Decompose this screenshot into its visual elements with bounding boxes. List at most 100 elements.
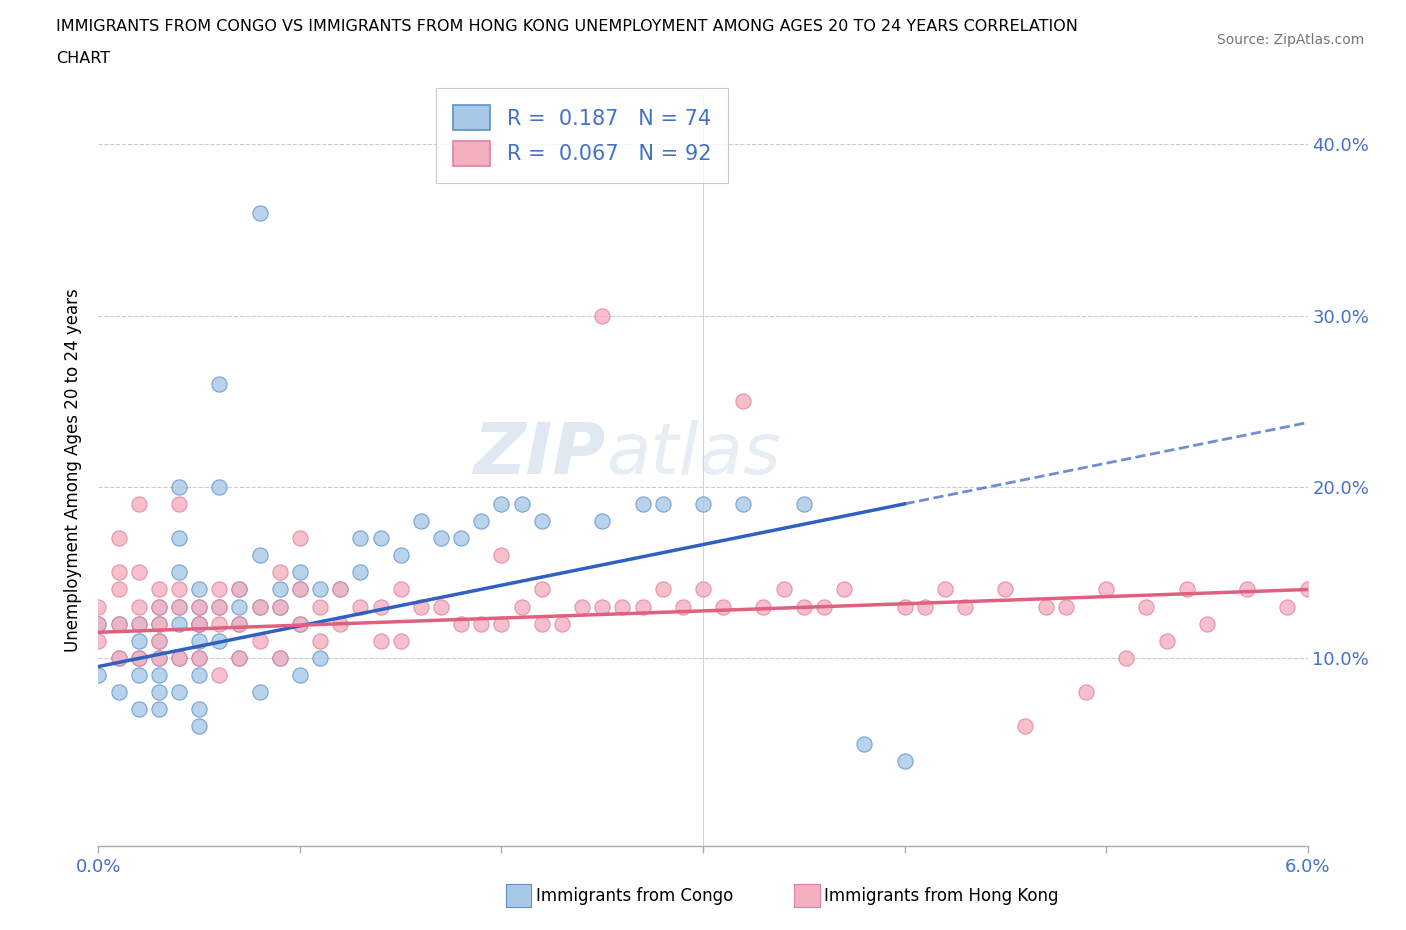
Point [208, 633, 231, 648]
Point [107, 565, 129, 579]
Point [249, 599, 271, 614]
Point [672, 599, 695, 614]
Point [491, 617, 513, 631]
Point [1054, 599, 1077, 614]
Point [651, 497, 673, 512]
Text: Immigrants from Congo: Immigrants from Congo [536, 886, 733, 905]
Point [853, 737, 876, 751]
Text: atlas: atlas [606, 420, 780, 489]
Point [167, 531, 190, 546]
Point [228, 651, 250, 666]
Point [389, 548, 412, 563]
Point [167, 684, 190, 699]
Point [450, 617, 472, 631]
Point [530, 513, 553, 528]
Point [128, 497, 150, 512]
Point [591, 308, 613, 323]
Point [491, 548, 513, 563]
Point [128, 617, 150, 631]
Point [87, 599, 110, 614]
Point [249, 548, 271, 563]
Point [167, 582, 190, 597]
Point [249, 206, 271, 220]
Point [491, 497, 513, 512]
Point [1277, 599, 1299, 614]
Point [510, 599, 533, 614]
Point [167, 599, 190, 614]
Point [148, 651, 170, 666]
Point [612, 599, 634, 614]
Point [450, 531, 472, 546]
Point [1014, 719, 1036, 734]
Point [249, 684, 271, 699]
Point [167, 599, 190, 614]
Point [631, 599, 654, 614]
Point [148, 582, 170, 597]
Point [128, 617, 150, 631]
Point [1074, 684, 1097, 699]
Point [107, 617, 129, 631]
Text: IMMIGRANTS FROM CONGO VS IMMIGRANTS FROM HONG KONG UNEMPLOYMENT AMONG AGES 20 TO: IMMIGRANTS FROM CONGO VS IMMIGRANTS FROM… [56, 19, 1078, 33]
Point [692, 497, 714, 512]
Point [591, 513, 613, 528]
Point [530, 617, 553, 631]
Point [370, 633, 392, 648]
Point [389, 582, 412, 597]
Point [309, 599, 332, 614]
Point [309, 633, 332, 648]
Point [148, 617, 170, 631]
Point [208, 582, 231, 597]
Point [188, 651, 211, 666]
Point [409, 513, 432, 528]
Point [269, 582, 291, 597]
Point [1135, 599, 1157, 614]
Point [148, 702, 170, 717]
Point [228, 599, 250, 614]
Point [208, 599, 231, 614]
Point [288, 565, 311, 579]
Point [167, 617, 190, 631]
Point [813, 599, 835, 614]
Text: CHART: CHART [56, 51, 110, 66]
Point [934, 582, 956, 597]
Point [430, 531, 453, 546]
Point [288, 617, 311, 631]
Point [228, 617, 250, 631]
Point [249, 599, 271, 614]
Point [510, 497, 533, 512]
Point [188, 582, 211, 597]
Point [1095, 582, 1118, 597]
Point [591, 599, 613, 614]
Point [389, 633, 412, 648]
Point [188, 617, 211, 631]
Point [167, 651, 190, 666]
Point [530, 582, 553, 597]
Point [188, 599, 211, 614]
Point [128, 651, 150, 666]
Point [1035, 599, 1057, 614]
Point [1156, 633, 1178, 648]
Point [208, 617, 231, 631]
Point [148, 617, 170, 631]
Point [349, 531, 371, 546]
Point [349, 599, 371, 614]
Point [651, 582, 673, 597]
Point [188, 719, 211, 734]
Point [128, 702, 150, 717]
Point [148, 599, 170, 614]
Point [309, 582, 332, 597]
Point [329, 617, 352, 631]
Point [288, 668, 311, 683]
Point [208, 668, 231, 683]
Legend: R =  0.187   N = 74, R =  0.067   N = 92: R = 0.187 N = 74, R = 0.067 N = 92 [436, 88, 728, 183]
Y-axis label: Unemployment Among Ages 20 to 24 years: Unemployment Among Ages 20 to 24 years [65, 287, 83, 652]
Point [87, 617, 110, 631]
Point [994, 582, 1017, 597]
Point [188, 702, 211, 717]
Point [1296, 582, 1319, 597]
Point [288, 531, 311, 546]
Point [228, 582, 250, 597]
Point [107, 651, 129, 666]
Point [128, 633, 150, 648]
Point [772, 582, 794, 597]
